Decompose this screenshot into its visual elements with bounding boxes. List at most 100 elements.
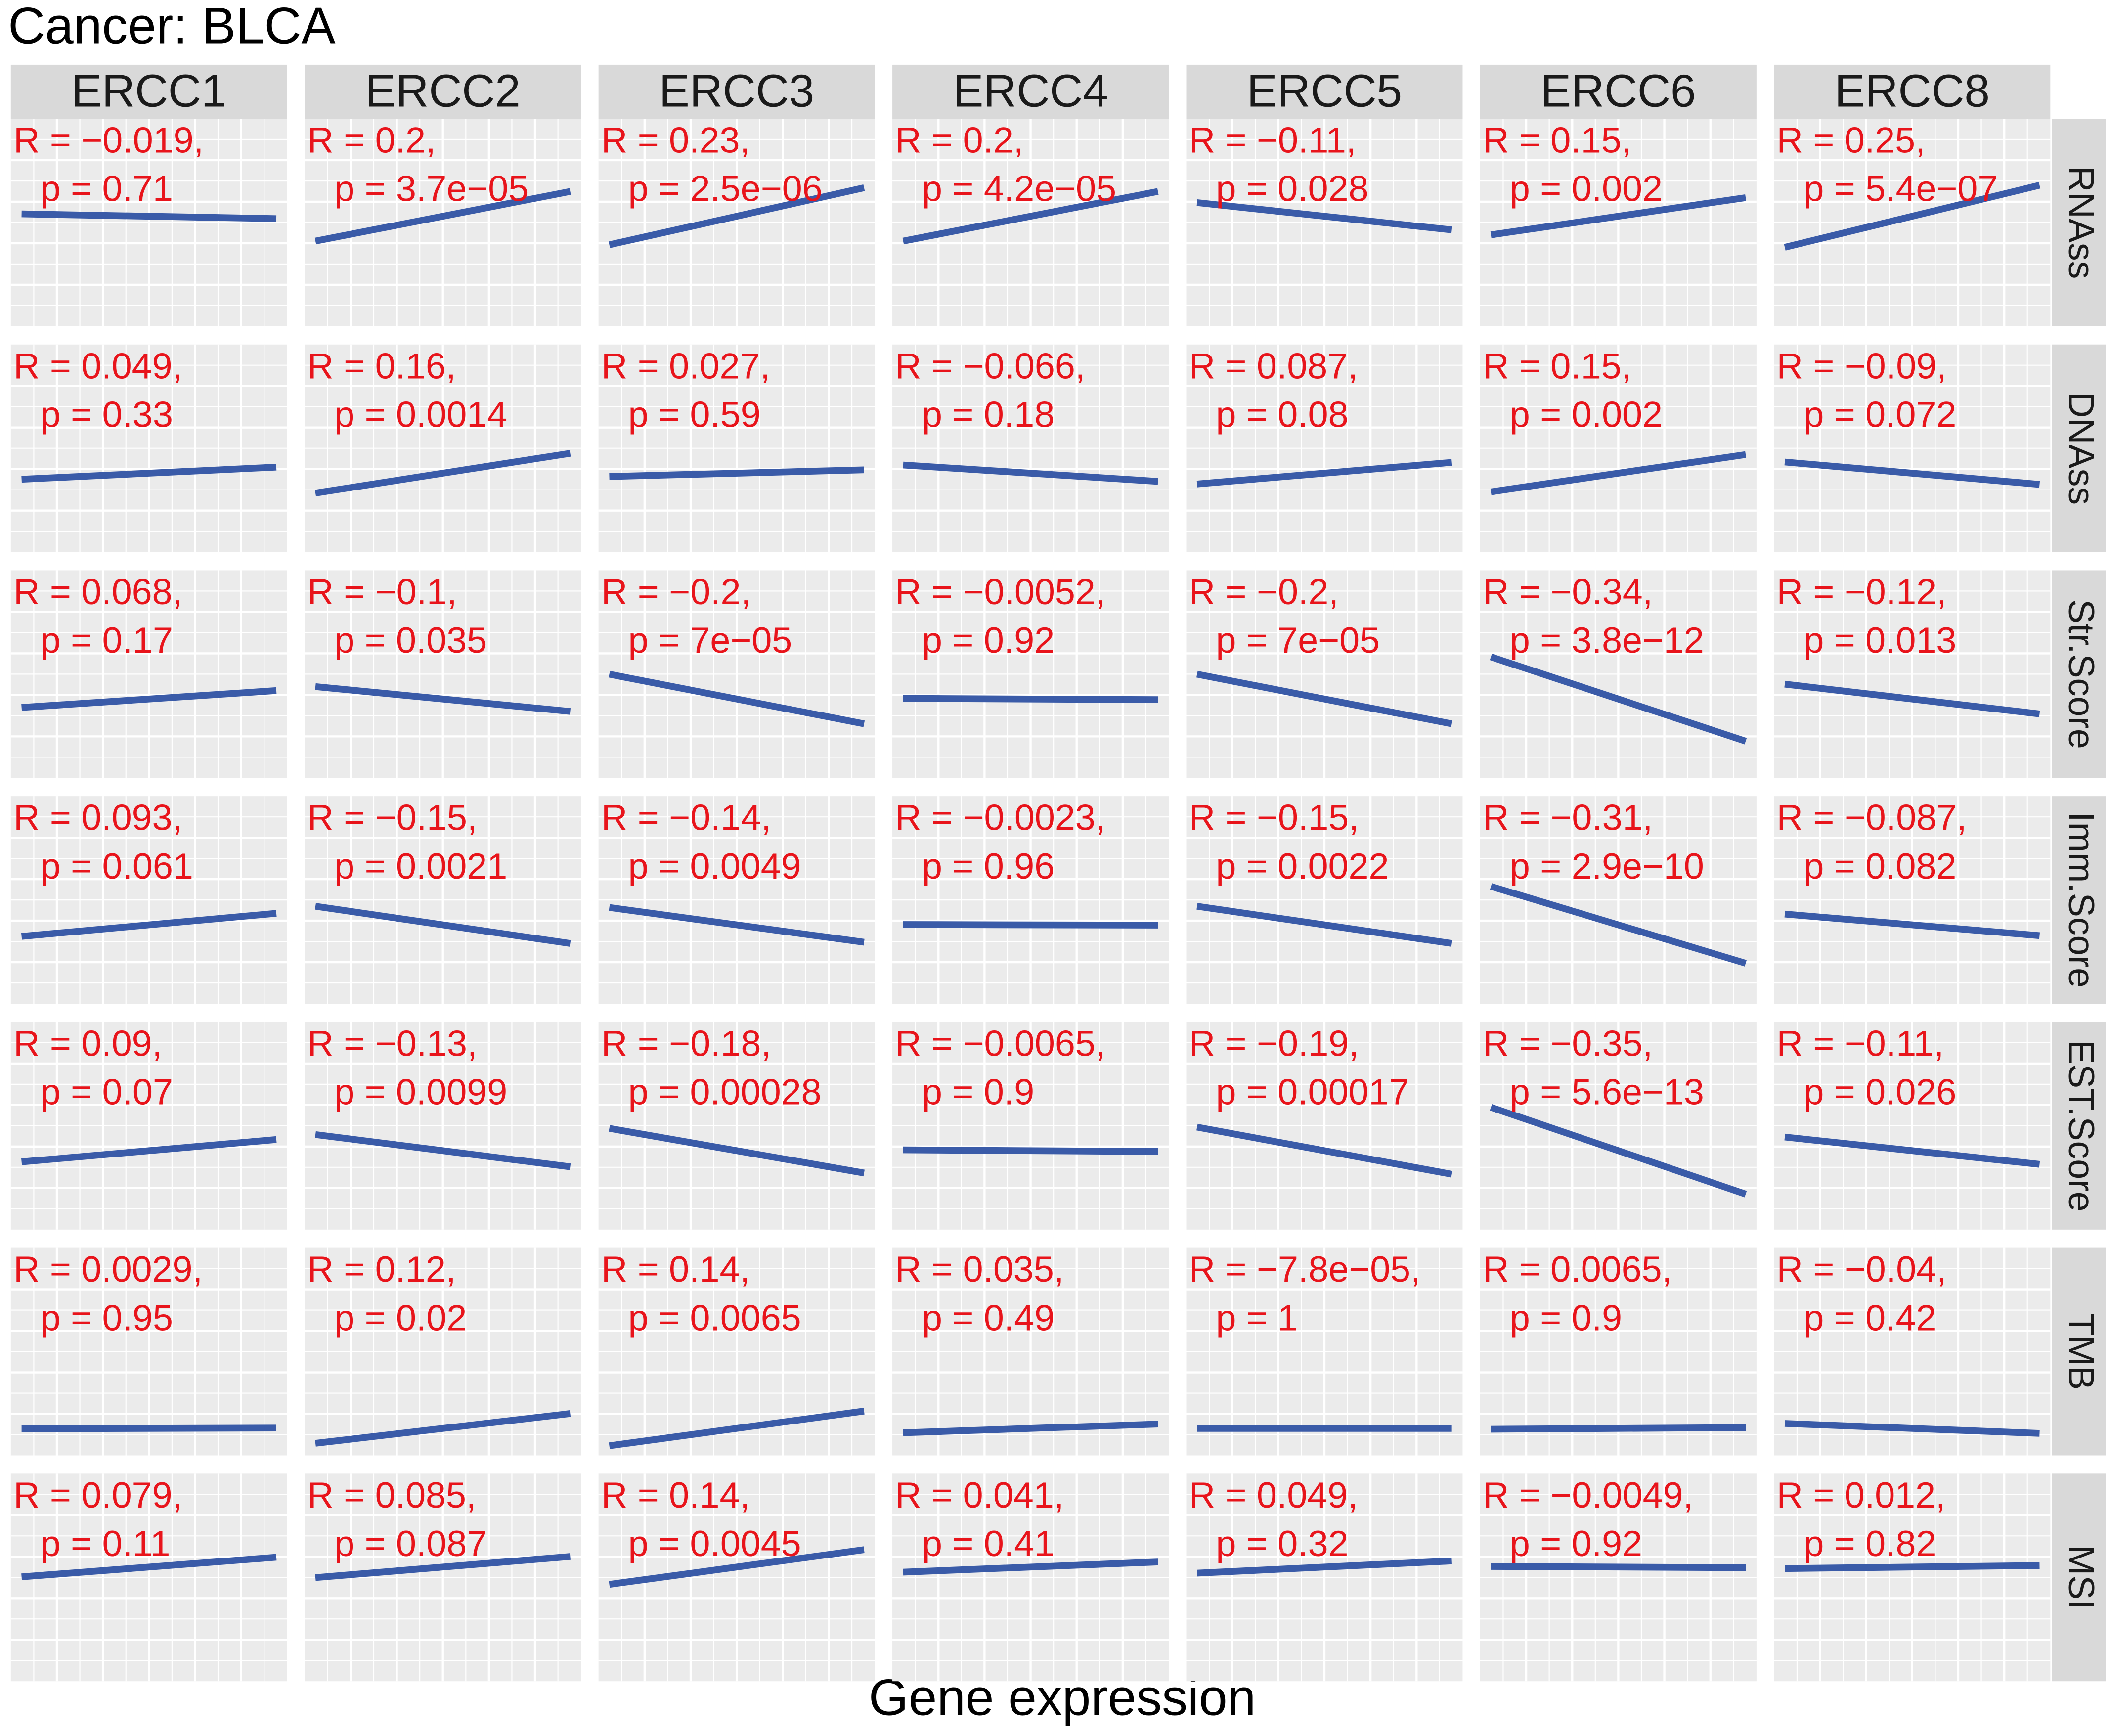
column-strip — [1186, 64, 1463, 119]
p-label: p = 0.17 — [41, 620, 173, 661]
r-label: R = −0.09, — [1777, 345, 1947, 386]
p-label: p = 0.0049 — [628, 846, 801, 887]
p-label: p = 0.49 — [922, 1297, 1055, 1338]
p-label: p = 0.0065 — [628, 1297, 801, 1338]
regression-line — [1785, 1562, 2040, 1572]
chart-title: Cancer: BLCA — [8, 0, 335, 54]
p-label: p = 5.4e−07 — [1803, 168, 1998, 209]
regression-line — [1490, 1104, 1747, 1198]
r-label: R = 0.079, — [13, 1474, 182, 1515]
regression-line — [1196, 1123, 1452, 1178]
regression-line — [1784, 458, 2040, 488]
regression-line — [21, 210, 277, 222]
r-label: R = 0.2, — [308, 120, 436, 161]
column-strip — [892, 64, 1169, 119]
r-label: R = 0.041, — [895, 1474, 1064, 1515]
r-label: R = 0.085, — [308, 1474, 477, 1515]
p-label: p = 1 — [1216, 1297, 1298, 1338]
column-label: ERCC6 — [1540, 65, 1696, 116]
r-label: R = −0.18, — [601, 1023, 771, 1064]
r-label: R = −0.019, — [13, 120, 204, 161]
p-label: p = 0.0014 — [334, 394, 507, 435]
r-label: R = 0.14, — [601, 1474, 750, 1515]
p-label: p = 0.32 — [1216, 1523, 1348, 1564]
regression-line — [1490, 194, 1747, 238]
regression-line — [1196, 459, 1452, 488]
regression-line — [21, 463, 277, 483]
r-label: R = −0.34, — [1483, 571, 1653, 612]
p-label: p = 0.18 — [922, 394, 1055, 435]
r-label: R = −0.0023, — [895, 797, 1106, 838]
p-label: p = 0.028 — [1216, 168, 1368, 209]
r-label: R = 0.25, — [1777, 120, 1926, 161]
column-label: ERCC4 — [953, 65, 1108, 116]
p-label: p = 0.061 — [41, 846, 193, 887]
p-label: p = 7e−05 — [1216, 620, 1380, 661]
p-label: p = 0.00028 — [628, 1071, 822, 1113]
r-label: R = −0.066, — [895, 345, 1086, 386]
regression-line — [903, 1421, 1158, 1436]
regression-line — [609, 1408, 865, 1449]
regression-line — [1196, 903, 1452, 947]
r-label: R = −0.19, — [1189, 1023, 1359, 1064]
row-label: TMB — [2061, 1313, 2102, 1390]
r-label: R = −0.2, — [1189, 571, 1339, 612]
regression-line — [902, 188, 1159, 245]
r-label: R = −0.14, — [601, 797, 771, 838]
r-label: R = −0.11, — [1189, 120, 1356, 161]
regression-line — [1784, 1133, 2040, 1168]
r-label: R = −0.31, — [1483, 797, 1653, 838]
p-label: p = 0.002 — [1510, 168, 1663, 209]
regression-line — [1490, 883, 1747, 967]
p-label: p = 0.33 — [41, 394, 173, 435]
r-label: R = −0.11, — [1777, 1023, 1944, 1064]
p-label: p = 3.7e−05 — [334, 168, 528, 209]
r-label: R = 0.049, — [1189, 1474, 1358, 1515]
regression-line — [21, 910, 277, 940]
r-label: R = 0.14, — [601, 1248, 750, 1290]
p-label: p = 0.96 — [922, 846, 1055, 887]
r-label: R = 0.068, — [13, 571, 182, 612]
row-strip — [2052, 344, 2106, 552]
r-label: R = −0.15, — [1189, 797, 1359, 838]
regression-line — [1196, 1558, 1452, 1577]
column-label: ERCC2 — [365, 65, 521, 116]
regression-line — [1491, 1563, 1746, 1571]
column-strip — [305, 64, 581, 119]
column-strip — [1480, 64, 1757, 119]
regression-line — [314, 450, 571, 496]
r-label: R = 0.12, — [308, 1248, 456, 1290]
regression-line — [1784, 182, 2041, 251]
r-label: R = 0.2, — [895, 120, 1024, 161]
row-strip — [2052, 1022, 2106, 1230]
regression-line — [315, 1410, 571, 1447]
r-label: R = 0.15, — [1483, 120, 1631, 161]
regression-line — [1784, 1420, 2040, 1437]
r-label: R = 0.027, — [601, 345, 770, 386]
regression-line — [315, 683, 571, 715]
r-label: R = 0.09, — [13, 1023, 162, 1064]
p-label: p = 0.013 — [1803, 620, 1956, 661]
p-label: p = 0.072 — [1803, 394, 1956, 435]
p-label: p = 0.026 — [1803, 1071, 1956, 1113]
row-label: MSI — [2061, 1545, 2102, 1610]
p-label: p = 0.02 — [334, 1297, 467, 1338]
row-strip — [2052, 796, 2106, 1004]
p-label: p = 0.59 — [628, 394, 761, 435]
regression-line — [315, 1131, 571, 1170]
regression-line — [1490, 451, 1747, 495]
row-strip — [2052, 1247, 2106, 1456]
row-label: Imm.Score — [2061, 812, 2102, 988]
regression-line — [903, 695, 1158, 703]
p-label: p = 2.9e−10 — [1510, 846, 1704, 887]
r-label: R = −0.15, — [308, 797, 478, 838]
regression-line — [903, 461, 1158, 485]
r-label: R = 0.0065, — [1483, 1248, 1672, 1290]
r-label: R = −0.13, — [308, 1023, 478, 1064]
r-label: R = 0.035, — [895, 1248, 1064, 1290]
p-label: p = 0.95 — [41, 1297, 173, 1338]
p-label: p = 0.08 — [1216, 394, 1348, 435]
row-strip — [2052, 119, 2106, 326]
regression-line — [608, 184, 865, 248]
row-label: DNAss — [2061, 392, 2102, 505]
